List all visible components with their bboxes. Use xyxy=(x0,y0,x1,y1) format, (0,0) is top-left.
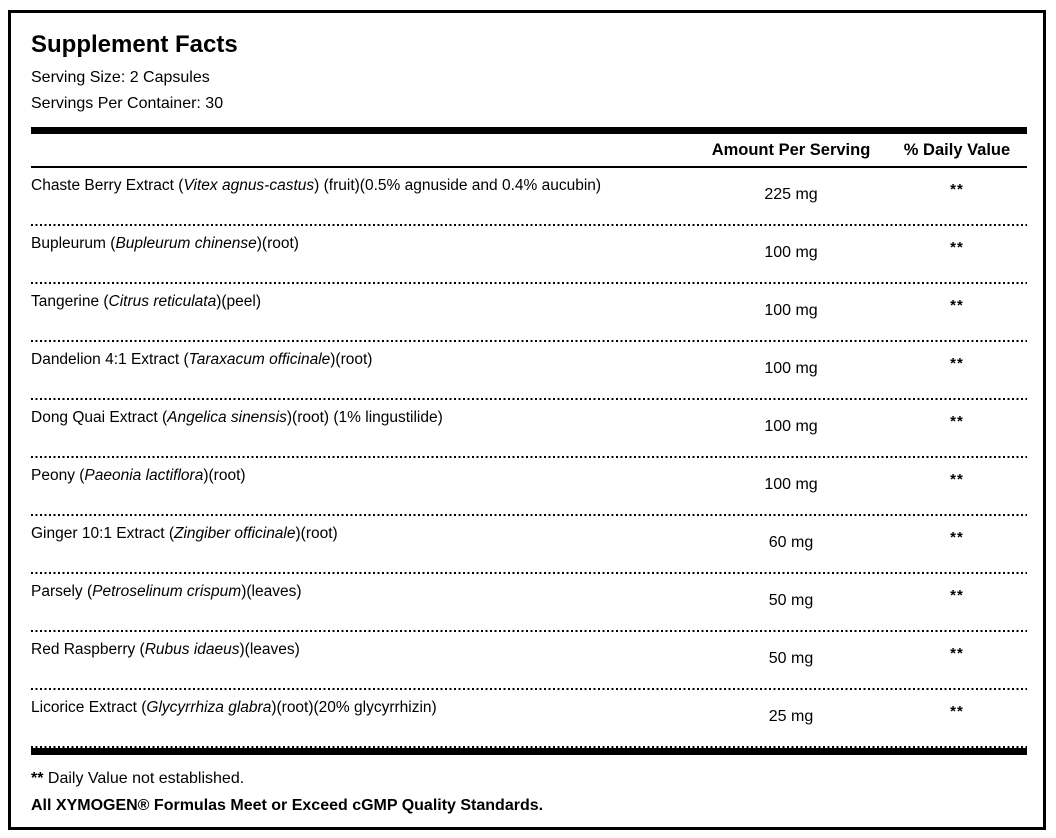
daily-value: ** xyxy=(950,355,964,372)
amount-per-serving-value: 100 mg xyxy=(764,476,818,493)
column-header-row: Amount Per Serving % Daily Value xyxy=(31,134,1027,168)
top-thick-rule xyxy=(31,127,1027,134)
amount-per-serving-value: 25 mg xyxy=(768,708,814,725)
ingredient-name-text: )(root)(20% glycyrrhizin) xyxy=(271,699,437,716)
ingredient-name-text: Licorice Extract ( xyxy=(31,699,147,716)
ingredient-latin-name: Petroselinum crispum xyxy=(92,583,242,600)
ingredient-row: Parsely (Petroselinum crispum)(leaves) 5… xyxy=(31,574,1027,632)
ingredient-latin-name: Taraxacum officinale xyxy=(188,351,331,368)
amount-per-serving-value: 50 mg xyxy=(768,592,814,609)
ingredient-latin-name: Angelica sinensis xyxy=(167,409,287,426)
column-header-amount: Amount Per Serving xyxy=(711,140,871,159)
ingredient-latin-name: Vitex agnus-castus xyxy=(183,177,315,194)
ingredient-name-text: Bupleurum ( xyxy=(31,235,116,252)
daily-value: ** xyxy=(950,587,964,604)
ingredient-row: Tangerine (Citrus reticulata)(peel) 100 … xyxy=(31,284,1027,342)
ingredient-name-text: )(root) xyxy=(256,235,299,252)
daily-value: ** xyxy=(950,529,964,546)
ingredient-name-text: Parsely ( xyxy=(31,583,93,600)
ingredient-latin-name: Citrus reticulata xyxy=(108,293,217,310)
ingredient-row: Licorice Extract (Glycyrrhiza glabra)(ro… xyxy=(31,690,1027,748)
amount-per-serving-value: 60 mg xyxy=(768,534,814,551)
ingredient-name-text: Tangerine ( xyxy=(31,293,109,310)
ingredient-name: Bupleurum (Bupleurum chinense)(root) xyxy=(31,226,695,284)
ingredient-name: Ginger 10:1 Extract (Zingiber officinale… xyxy=(31,516,695,574)
ingredient-row: Chaste Berry Extract (Vitex agnus-castus… xyxy=(31,168,1027,226)
ingredient-name: Dandelion 4:1 Extract (Taraxacum officin… xyxy=(31,342,695,400)
bottom-thick-rule xyxy=(31,748,1027,755)
ingredient-row: Dandelion 4:1 Extract (Taraxacum officin… xyxy=(31,342,1027,400)
label-title: Supplement Facts xyxy=(31,31,238,58)
amount-per-serving-value: 50 mg xyxy=(768,650,814,667)
daily-value: ** xyxy=(950,413,964,430)
ingredient-name-text: )(root) (1% lingustilide) xyxy=(286,409,443,426)
ingredient-name-text: )(root) xyxy=(295,525,338,542)
ingredient-name: Parsely (Petroselinum crispum)(leaves) xyxy=(31,574,695,632)
ingredient-latin-name: Bupleurum chinense xyxy=(115,235,257,252)
servings-per-container: Servings Per Container: 30 xyxy=(31,95,224,112)
ingredient-latin-name: Glycyrrhiza glabra xyxy=(146,699,272,716)
amount-per-serving-value: 100 mg xyxy=(764,302,818,319)
ingredient-name-text: )(root) xyxy=(330,351,373,368)
amount-per-serving-value: 100 mg xyxy=(764,418,818,435)
daily-value: ** xyxy=(950,181,964,198)
ingredient-name-text: Dandelion 4:1 Extract ( xyxy=(31,351,189,368)
daily-value-footnote: ** Daily Value not established. xyxy=(31,770,1027,788)
serving-size: Serving Size: 2 Capsules xyxy=(31,69,210,86)
amount-per-serving-value: 225 mg xyxy=(764,186,818,203)
daily-value: ** xyxy=(950,703,964,720)
daily-value-footnote-symbol: ** xyxy=(31,770,44,787)
ingredient-row: Bupleurum (Bupleurum chinense)(root) 100… xyxy=(31,226,1027,284)
ingredient-latin-name: Paeonia lactiflora xyxy=(84,467,204,484)
quality-statement: All XYMOGEN® Formulas Meet or Exceed cGM… xyxy=(31,797,544,814)
ingredient-latin-name: Zingiber officinale xyxy=(174,525,296,542)
ingredient-name-text: Ginger 10:1 Extract ( xyxy=(31,525,175,542)
daily-value: ** xyxy=(950,645,964,662)
ingredient-name-text: Dong Quai Extract ( xyxy=(31,409,168,426)
ingredient-latin-name: Rubus idaeus xyxy=(144,641,240,658)
ingredient-name-text: Chaste Berry Extract ( xyxy=(31,177,184,194)
daily-value: ** xyxy=(950,471,964,488)
ingredient-name-text: )(leaves) xyxy=(241,583,302,600)
ingredient-name: Chaste Berry Extract (Vitex agnus-castus… xyxy=(31,168,695,226)
ingredient-name: Peony (Paeonia lactiflora)(root) xyxy=(31,458,695,516)
supplement-facts-label: Supplement Facts Serving Size: 2 Capsule… xyxy=(8,10,1046,830)
ingredient-name-text: )(peel) xyxy=(216,293,262,310)
ingredient-row: Ginger 10:1 Extract (Zingiber officinale… xyxy=(31,516,1027,574)
daily-value-footnote-text: Daily Value not established. xyxy=(43,770,245,787)
daily-value: ** xyxy=(950,239,964,256)
amount-per-serving-value: 100 mg xyxy=(764,244,818,261)
column-header-daily-value: % Daily Value xyxy=(903,140,1011,159)
ingredient-name-text: )(leaves) xyxy=(239,641,300,658)
ingredient-name: Dong Quai Extract (Angelica sinensis)(ro… xyxy=(31,400,695,458)
ingredient-name-text: ) (fruit)(0.5% agnuside and 0.4% aucubin… xyxy=(314,177,602,194)
ingredient-name-text: )(root) xyxy=(203,467,246,484)
ingredient-name: Tangerine (Citrus reticulata)(peel) xyxy=(31,284,695,342)
ingredient-row: Red Raspberry (Rubus idaeus)(leaves) 50 … xyxy=(31,632,1027,690)
ingredient-name-text: Peony ( xyxy=(31,467,85,484)
ingredient-name-text: Red Raspberry ( xyxy=(31,641,145,658)
ingredient-name: Licorice Extract (Glycyrrhiza glabra)(ro… xyxy=(31,690,695,748)
ingredient-name: Red Raspberry (Rubus idaeus)(leaves) xyxy=(31,632,695,690)
ingredient-row: Dong Quai Extract (Angelica sinensis)(ro… xyxy=(31,400,1027,458)
amount-per-serving-value: 100 mg xyxy=(764,360,818,377)
daily-value: ** xyxy=(950,297,964,314)
ingredient-row: Peony (Paeonia lactiflora)(root) 100 mg … xyxy=(31,458,1027,516)
